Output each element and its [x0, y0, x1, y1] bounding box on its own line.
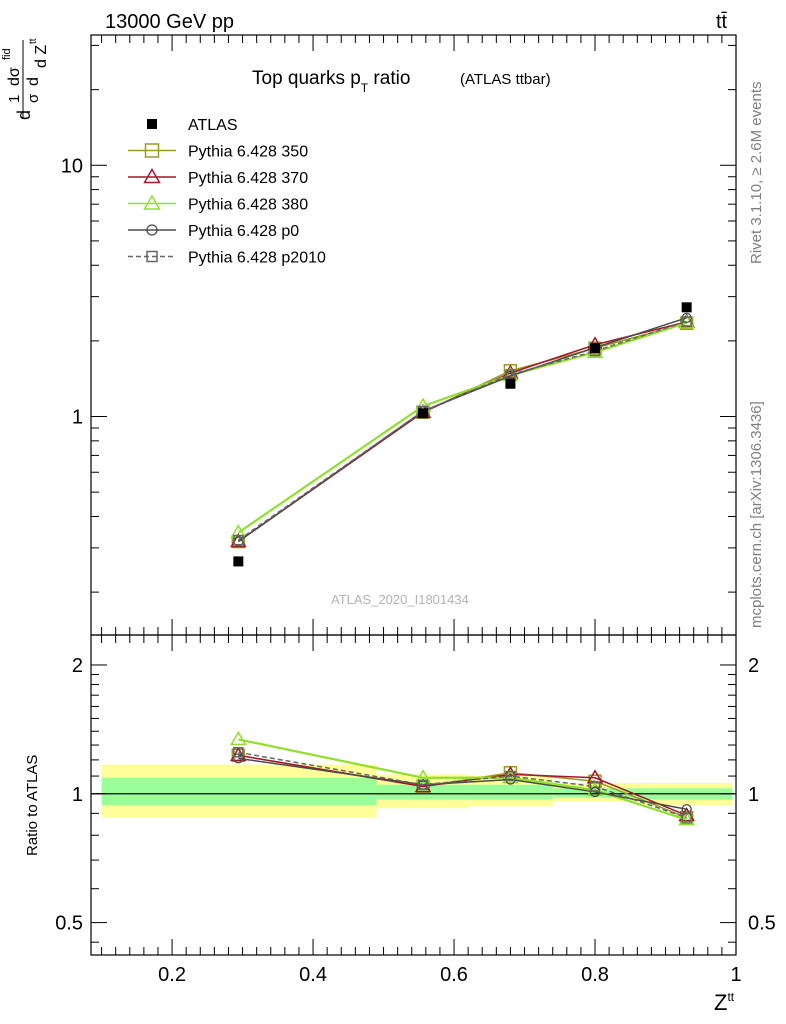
- data-point-marker: [678, 811, 695, 826]
- data-point-marker: [589, 781, 601, 792]
- data-point-marker: [143, 194, 161, 210]
- data-point-marker: [505, 770, 516, 782]
- ratio-y-tick-label-right: 1: [748, 784, 759, 806]
- data-point-marker: [233, 747, 244, 758]
- main-y-tick-label: 1: [72, 407, 83, 429]
- ratio-plot-frame: [90, 634, 737, 956]
- chart-subtitle: (ATLAS ttbar): [460, 71, 551, 88]
- ylabel-tt: tt: [28, 38, 39, 44]
- data-point-marker: [502, 364, 519, 379]
- mcplots-label: mcplots.cern.ch [arXiv:1306.3436]: [748, 401, 765, 628]
- data-point-marker: [678, 806, 695, 822]
- header-left-label: 13000 GeV pp: [105, 11, 234, 33]
- ratio-y-tick-label: 0.5: [55, 913, 83, 935]
- legend-label: Pythia 6.428 p2010: [188, 250, 326, 267]
- uncertainty-band-inner: [552, 788, 638, 798]
- analysis-watermark: ATLAS_2020_I1801434: [331, 592, 469, 607]
- series-line: [238, 757, 687, 811]
- ratio-y-tick-label: 2: [72, 655, 83, 677]
- series-line: [238, 738, 687, 821]
- legend-label: Pythia 6.428 p0: [188, 223, 299, 240]
- legend: ATLAS Pythia 6.428 350 Pythia 6.428 370 Pyt…: [128, 117, 326, 267]
- series-line: [237, 320, 687, 541]
- main-plot-panel: 1 10 Top quarks pT ratio (ATLAS ttbar) AT…: [1, 34, 737, 636]
- chart-title: Top quarks pT ratio: [252, 68, 410, 95]
- ratio-y-axis-label: Ratio to ATLAS: [24, 755, 41, 856]
- legend-label: Pythia 6.428 380: [188, 197, 308, 214]
- ylabel-fid: fid: [1, 48, 13, 60]
- header-right-label: tt̄: [716, 11, 728, 33]
- data-point-marker: [230, 746, 247, 762]
- legend-label: ATLAS: [188, 117, 238, 134]
- data-point-marker: [418, 408, 429, 419]
- data-point-marker: [144, 143, 160, 158]
- uncertainty-band-inner: [468, 784, 553, 800]
- data-point-marker: [146, 250, 158, 263]
- ylabel-dsigma: dσ: [6, 67, 23, 86]
- data-point-marker: [589, 786, 601, 798]
- data-point-marker: [590, 343, 601, 354]
- x-tick-label: 1: [730, 964, 741, 986]
- uncertainty-band-inner: [101, 777, 377, 806]
- data-point-marker: [233, 753, 244, 764]
- ylabel-sigma: σ: [25, 93, 42, 103]
- data-point-marker: [681, 812, 692, 823]
- data-point-marker: [414, 769, 432, 784]
- data-point-marker: [147, 119, 157, 129]
- ratio-y-tick-label-right: 2: [748, 655, 759, 677]
- series-line: [237, 321, 687, 543]
- data-point-marker: [414, 778, 432, 793]
- data-point-marker: [681, 316, 692, 327]
- ylabel-dz: d Z: [33, 45, 50, 68]
- x-tick-label: 0.2: [158, 964, 186, 986]
- data-point-marker: [143, 167, 161, 184]
- data-point-marker: [146, 224, 158, 236]
- x-tick-label: 0.8: [581, 964, 609, 986]
- series-line: [237, 322, 687, 543]
- data-point-marker: [417, 779, 429, 790]
- legend-label: Pythia 6.428 370: [188, 170, 308, 187]
- ylabel-one: 1: [6, 95, 23, 103]
- series-line: [237, 321, 687, 534]
- ratio-y-tick-label-right: 0.5: [748, 913, 776, 935]
- rivet-version-label: Rivet 3.1.10, ≥ 2.6M events: [748, 82, 765, 265]
- data-point-marker: [230, 730, 247, 746]
- series-line: [238, 751, 687, 819]
- ratio-y-tick-label: 1: [72, 784, 83, 806]
- x-tick-label: 0.4: [299, 964, 327, 986]
- main-y-axis-label: d 1 σ dσ d fid d Z tt: [1, 38, 50, 120]
- data-point-marker: [505, 378, 516, 389]
- series-line: [237, 317, 687, 543]
- ylabel-d2: d: [25, 77, 42, 86]
- ratio-plot-panel: 0.5 0.51 12 2 0.2 0.4 0.6 0.8 1 Ratio to ATLAS …: [24, 634, 776, 1015]
- x-axis-label: Ztt: [714, 990, 735, 1015]
- data-point-marker: [681, 302, 692, 313]
- main-y-tick-label: 10: [61, 155, 83, 177]
- ylabel-d1: d: [14, 110, 34, 120]
- data-point-marker: [233, 534, 244, 546]
- data-point-marker: [233, 556, 244, 567]
- legend-label: Pythia 6.428 350: [188, 144, 308, 161]
- x-tick-label: 0.6: [440, 964, 468, 986]
